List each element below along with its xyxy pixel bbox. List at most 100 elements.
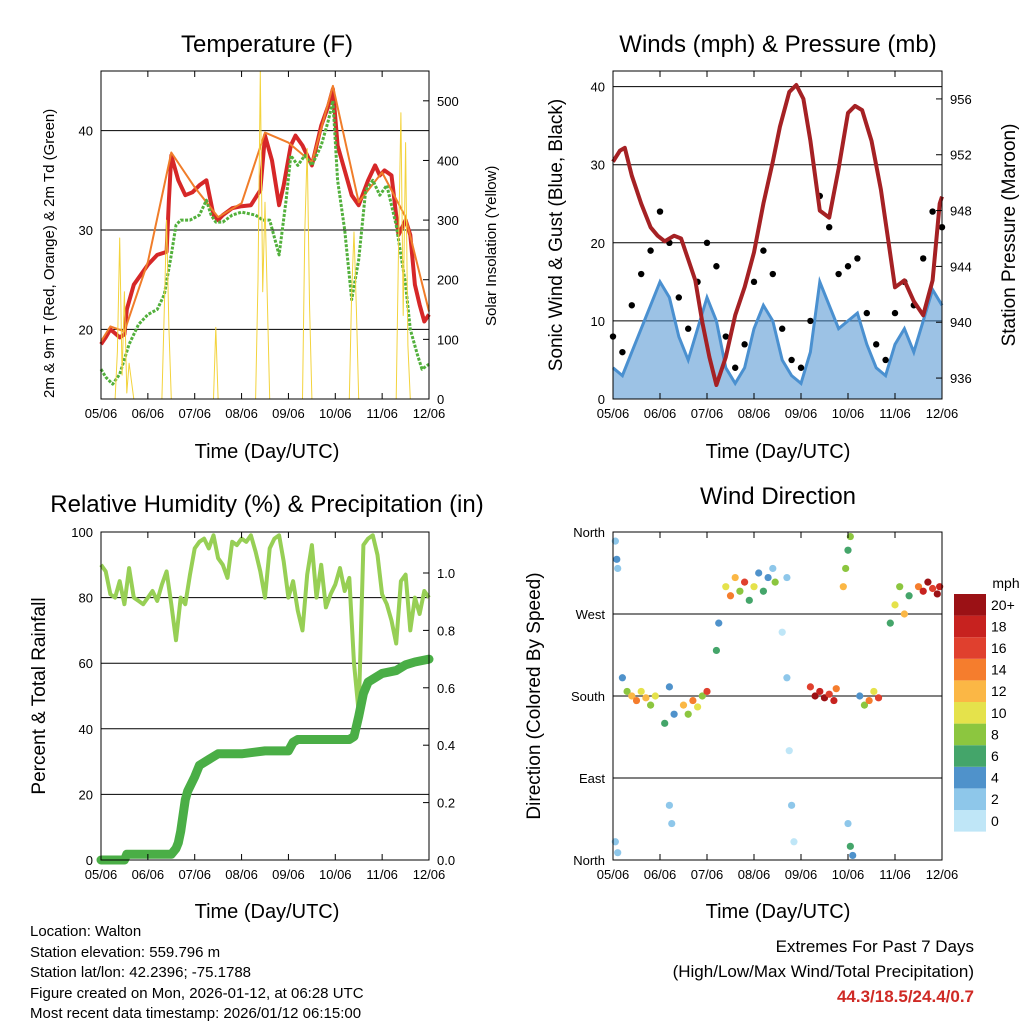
direction-point (628, 692, 636, 700)
x-tick-label: 09/06 (272, 406, 305, 421)
winds-title: Winds (mph) & Pressure (mb) (619, 31, 936, 58)
direction-point (651, 692, 659, 700)
direction-point (694, 703, 702, 711)
y-tick-label-left: 20 (79, 787, 93, 802)
winds-ylabel-right: Station Pressure (Maroon) (999, 124, 1020, 347)
colorbar-swatch (954, 745, 986, 767)
y-tick-label-left: 40 (79, 722, 93, 737)
humidity-panel: Relative Humidity (%) & Precipitation (i… (29, 491, 484, 923)
x-tick-label: 07/06 (691, 867, 724, 882)
wind-direction-panel: Wind Direction Time (Day/UTC) Direction … (524, 483, 1020, 923)
direction-point (670, 710, 678, 718)
humidity-series (96, 533, 434, 865)
y-tick-label-right: 300 (437, 213, 459, 228)
direction-point (856, 692, 864, 700)
temperature-series (99, 70, 431, 400)
x-tick-label: 11/06 (879, 406, 911, 421)
x-tick-label: 05/06 (597, 406, 630, 421)
colorbar-label: 18 (991, 618, 1007, 634)
gust-point (628, 302, 635, 309)
direction-point (846, 842, 854, 850)
y-tick-label-left: 40 (591, 80, 605, 95)
gust-point (638, 270, 645, 278)
x-tick-label: 08/06 (225, 406, 258, 421)
extremes-box: Extremes For Past 7 Days (High/Low/Max W… (673, 934, 974, 1009)
x-tick-label: 05/06 (85, 406, 118, 421)
speed-colorbar: 0 2 4 6 8 10 12 14 16 18 20+ (954, 594, 1015, 832)
gust-point (732, 364, 739, 371)
colorbar-label: 14 (991, 662, 1007, 678)
y-tick-label-left: North (573, 525, 605, 540)
colorbar-swatch (954, 637, 986, 659)
direction-point (936, 583, 944, 591)
wind-direction-ylabel: Direction (Colored By Speed) (524, 572, 545, 819)
x-tick-label: 12/06 (413, 406, 446, 421)
direction-point (618, 674, 627, 682)
direction-point (632, 696, 641, 705)
gust-point (835, 270, 842, 278)
colorbar-label: 12 (991, 683, 1007, 699)
y-tick-label-right: 0.8 (437, 623, 455, 638)
y-tick-label-left: 100 (71, 525, 93, 540)
colorbar-swatch (954, 615, 986, 638)
gust-point (797, 364, 805, 371)
figure-created: Figure created on Mon, 2026-01-12, at 06… (30, 984, 364, 1002)
direction-point (914, 583, 923, 591)
direction-point (715, 619, 723, 627)
winds-xlabel: Time (Day/UTC) (706, 441, 851, 463)
series-line-station-pressure (611, 83, 944, 387)
y-tick-label-left: North (573, 853, 605, 868)
direction-point (764, 573, 772, 582)
x-tick-label: 12/06 (926, 406, 959, 421)
x-tick-label: 06/06 (132, 867, 165, 882)
direction-point (933, 590, 941, 598)
colorbar-label: 16 (991, 640, 1007, 656)
gust-point (647, 247, 654, 254)
direction-point (929, 584, 937, 593)
direction-point (830, 696, 838, 705)
direction-point (745, 596, 753, 604)
gust-point (619, 348, 626, 356)
gust-point (722, 333, 729, 340)
y-tick-label-left: 30 (591, 158, 605, 173)
colorbar-swatch (954, 810, 986, 832)
y-tick-label-right: 956 (950, 92, 972, 107)
x-tick-label: 06/06 (644, 867, 677, 882)
y-tick-label-right: 0.0 (437, 853, 455, 868)
direction-point (846, 532, 854, 541)
direction-point (731, 573, 739, 582)
colorbar-title: mph (992, 575, 1019, 591)
y-tick-label-left: West (576, 607, 606, 622)
direction-point (623, 687, 631, 696)
wind-direction-xlabel: Time (Day/UTC) (706, 901, 851, 923)
colorbar-swatch (954, 594, 986, 616)
direction-point (870, 687, 878, 696)
direction-point (778, 628, 786, 636)
direction-point (783, 573, 791, 582)
x-tick-label: 09/06 (272, 867, 305, 882)
direction-point (790, 838, 798, 846)
station-info: Location: Walton Station elevation: 559.… (30, 922, 364, 1025)
direction-point (816, 687, 824, 696)
plot-frame (612, 531, 943, 861)
direction-point (679, 701, 688, 709)
direction-point (759, 587, 768, 595)
direction-point (614, 564, 622, 573)
direction-point (924, 578, 932, 586)
gust-point (741, 341, 748, 348)
temperature-xlabel: Time (Day/UTC) (195, 441, 340, 463)
direction-point (900, 610, 909, 618)
y-tick-label-right: 400 (437, 153, 459, 168)
y-tick-label-left: 10 (591, 314, 605, 329)
gust-point (703, 239, 711, 247)
direction-point (832, 685, 840, 693)
direction-point (712, 646, 721, 655)
direction-point (689, 696, 697, 705)
direction-point (698, 692, 706, 700)
direction-point (741, 578, 749, 586)
x-tick-label: 09/06 (785, 406, 818, 421)
station-elevation: Station elevation: 559.796 m (30, 943, 221, 961)
colorbar-swatch (954, 788, 986, 810)
gust-point (779, 325, 786, 332)
